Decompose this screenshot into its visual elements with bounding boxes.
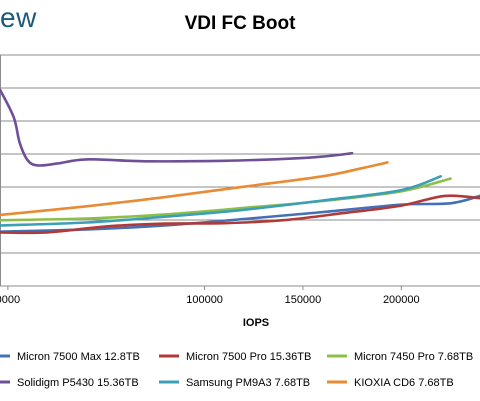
series-line-5 bbox=[0, 161, 389, 217]
x-tick-label: 100000 bbox=[186, 294, 223, 306]
series-line-4 bbox=[0, 175, 442, 227]
series-line-1 bbox=[0, 194, 480, 235]
x-tick-labels: 0000 100000 150000 200000 bbox=[0, 286, 420, 306]
series-line-2 bbox=[0, 177, 452, 222]
legend-label-4: Samsung PM9A3 7.68TB bbox=[186, 377, 310, 389]
axes bbox=[0, 55, 480, 287]
brand-logo-text: ew bbox=[0, 2, 37, 33]
legend-label-5: KIOXIA CD6 7.68TB bbox=[354, 377, 454, 389]
x-tick-label: 0000 bbox=[0, 294, 20, 306]
legend-label-2: Micron 7450 Pro 7.68TB bbox=[354, 351, 473, 363]
x-axis-label: IOPS bbox=[242, 317, 270, 329]
series-line-3 bbox=[0, 88, 354, 167]
legend-label-0: Micron 7500 Max 12.8TB bbox=[17, 351, 140, 363]
gridlines bbox=[0, 54, 480, 287]
x-tick-label: 200000 bbox=[383, 294, 420, 306]
chart-title: VDI FC Boot bbox=[184, 13, 296, 34]
series-line-0 bbox=[0, 194, 480, 233]
legend-label-3: Solidigm P5430 15.36TB bbox=[17, 377, 139, 389]
legend: Micron 7500 Max 12.8TB Micron 7500 Pro 15… bbox=[0, 351, 473, 389]
x-tick-label: 150000 bbox=[285, 294, 322, 306]
series-lines bbox=[0, 88, 480, 235]
legend-label-1: Micron 7500 Pro 15.36TB bbox=[186, 351, 311, 363]
